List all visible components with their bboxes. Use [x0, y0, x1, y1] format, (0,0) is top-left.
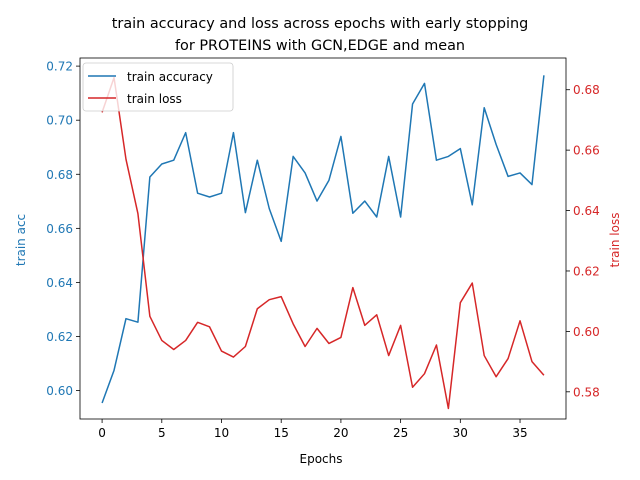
x-tick-label: 5: [158, 426, 166, 440]
legend-box: [82, 62, 234, 112]
left-y-tick-label: 0.66: [46, 222, 73, 236]
left-y-tick-label: 0.62: [46, 330, 73, 344]
legend-label-train-accuracy: train accuracy: [127, 70, 213, 84]
x-tick-label: 10: [214, 426, 229, 440]
x-tick-label: 20: [333, 426, 348, 440]
right-y-tick-label: 0.68: [573, 83, 600, 97]
right-y-tick-label: 0.64: [573, 204, 600, 218]
legend-label-train-loss: train loss: [127, 92, 182, 106]
right-y-tick-label: 0.58: [573, 385, 600, 399]
x-tick-label: 35: [512, 426, 527, 440]
series-group: [101, 75, 545, 410]
x-axis-label: Epochs: [300, 452, 343, 466]
right-y-tick-label: 0.60: [573, 325, 600, 339]
chart-title-line-1: train accuracy and loss across epochs wi…: [112, 16, 528, 32]
legend: train accuracy train loss: [82, 62, 234, 112]
x-axis-ticks: 0 5 10 15 20 25 30 35: [98, 419, 528, 440]
x-tick-label: 30: [453, 426, 468, 440]
x-tick-label: 25: [393, 426, 408, 440]
left-y-axis-label: train acc: [14, 214, 28, 266]
right-y-axis-label: train loss: [608, 213, 622, 268]
right-y-tick-label: 0.66: [573, 144, 600, 158]
series-line-train-accuracy: [101, 75, 545, 404]
left-y-tick-label: 0.64: [46, 276, 73, 290]
left-y-tick-label: 0.60: [46, 384, 73, 398]
left-y-tick-label: 0.70: [46, 114, 73, 128]
right-y-tick-label: 0.62: [573, 264, 600, 278]
left-y-tick-label: 0.68: [46, 168, 73, 182]
left-y-tick-label: 0.72: [46, 60, 73, 74]
left-y-axis-ticks: 0.60 0.62 0.64 0.66 0.68 0.70 0.72: [46, 60, 80, 398]
plot-frame: [79, 57, 567, 420]
chart-title-line-2: for PROTEINS with GCN,EDGE and mean: [175, 38, 465, 54]
x-tick-label: 15: [274, 426, 289, 440]
x-tick-label: 0: [98, 426, 106, 440]
right-y-axis-ticks: 0.58 0.60 0.62 0.64 0.66 0.68: [566, 83, 600, 399]
series-line-train-loss: [101, 76, 545, 410]
